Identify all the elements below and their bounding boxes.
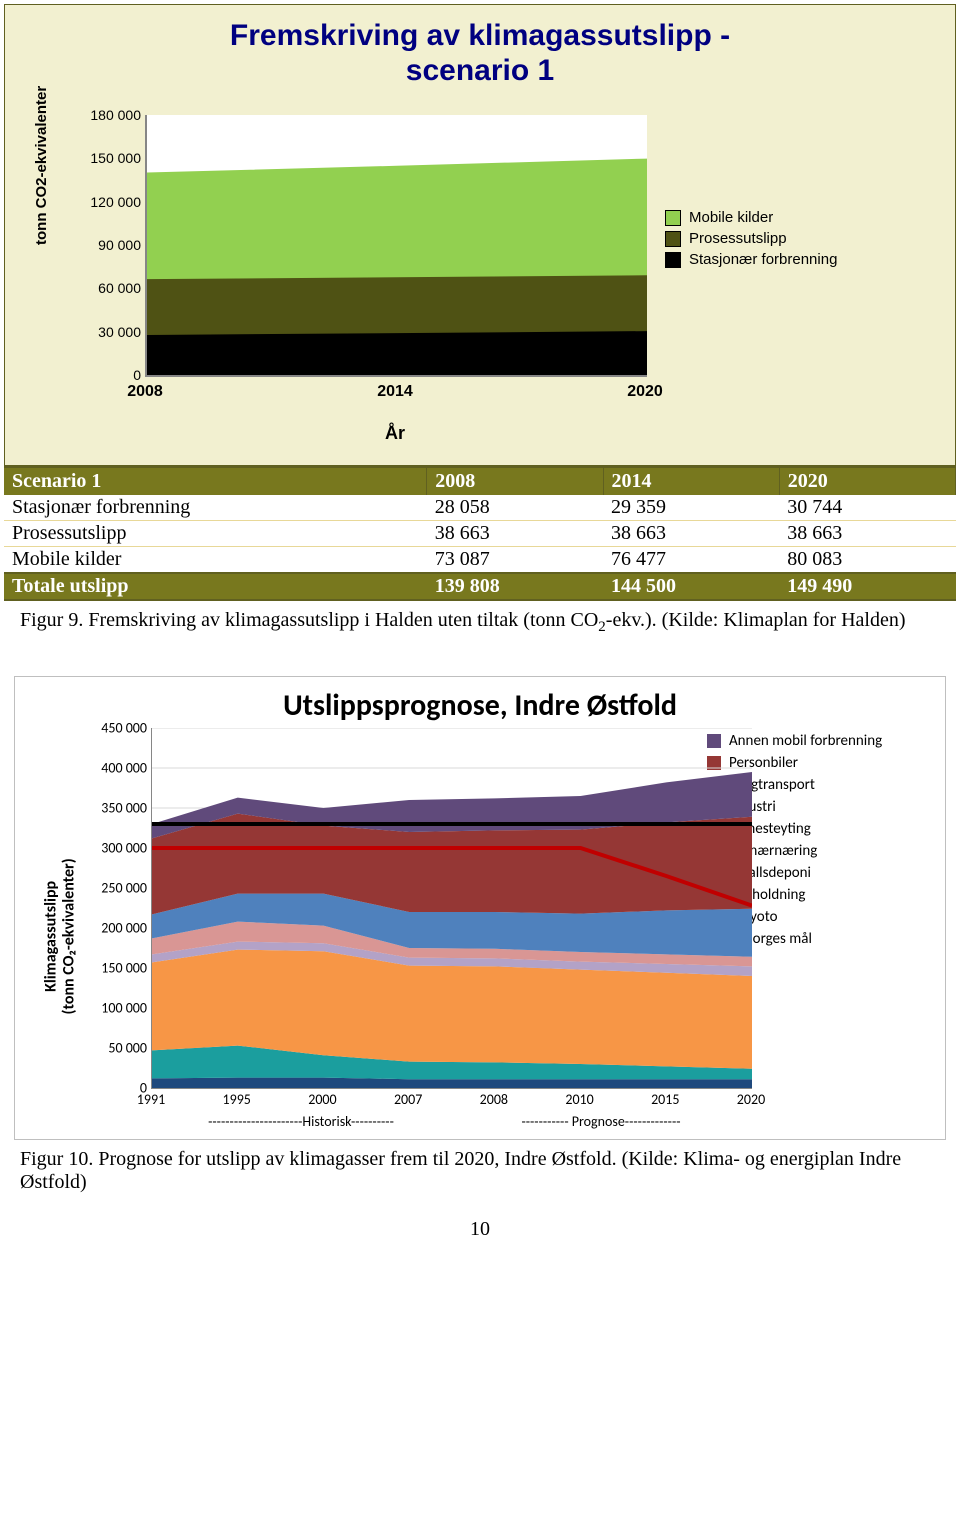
table-cell: 149 490 [779,573,955,600]
chart1-ytick: 0 [75,367,141,383]
table-cell: 38 663 [603,521,779,547]
chart2-xtick: 2008 [480,1091,508,1108]
table-cell: 76 477 [603,547,779,574]
table-header: 2008 [427,467,603,495]
chart1-xtick: 2008 [127,383,163,401]
table-cell: Mobile kilder [4,547,427,574]
chart1-ylabel: tonn CO2-ekvivalenter [33,86,50,245]
chart2-plot [151,728,752,1089]
chart2-ytick: 400 000 [81,760,147,777]
chart1-xlabel: År [145,423,645,444]
table-cell: 29 359 [603,495,779,521]
caption1-sub: 2 [598,619,606,635]
chart2-ytick: 250 000 [81,880,147,897]
chart1-ytick: 30 000 [75,324,141,340]
chart2-xtick: 1991 [137,1091,165,1108]
chart2-ytick: 300 000 [81,840,147,857]
chart1-ytick: 120 000 [75,194,141,210]
chart2-container: Utslippsprognose, Indre Østfold Klimagas… [14,676,946,1140]
chart1-xtick: 2014 [377,383,413,401]
caption1-suffix: -ekv.). (Kilde: Klimaplan for Halden) [606,609,906,631]
chart2-ylabel-line1: Klimagassutslipp [42,881,61,992]
table-row: Stasjonær forbrenning28 05829 35930 744 [4,495,956,521]
chart2-ytick: 150 000 [81,960,147,977]
chart2-ytick: 200 000 [81,920,147,937]
chart1-ytick: 180 000 [75,107,141,123]
legend-swatch [665,210,681,226]
table-cell: 73 087 [427,547,603,574]
legend-swatch [665,252,681,268]
chart2-ylabel-wrap: Klimagassutslipp (tonn CO₂-ekvivalenter) [21,728,81,1133]
chart1-legend-item: Stasjonær forbrenning [665,251,837,268]
figure10-caption: Figur 10. Prognose for utslipp av klimag… [20,1148,940,1194]
table-cell: 80 083 [779,547,955,574]
chart1-legend-item: Prosessutslipp [665,230,837,247]
chart2-plotwrap: 050 000100 000150 000200 000250 000300 0… [81,728,701,1133]
chart1-legend: Mobile kilder Prosessutslipp Stasjonær for… [665,205,837,272]
table-cell: 38 663 [779,521,955,547]
chart2-ytick: 350 000 [81,800,147,817]
table-cell: 28 058 [427,495,603,521]
chart2-ytick: 450 000 [81,720,147,737]
chart2-xtick: 2000 [308,1091,336,1108]
table-cell: Totale utslipp [4,573,427,600]
chart2-xtick: 2007 [394,1091,422,1108]
legend-label: Prosessutslipp [689,230,787,247]
chart2-ytick: 50 000 [81,1040,147,1057]
chart2-ytick: 100 000 [81,1000,147,1017]
table-total-row: Totale utslipp139 808144 500149 490 [4,573,956,600]
chart1-ytick: 150 000 [75,150,141,166]
table-row: Mobile kilder73 08776 47780 083 [4,547,956,574]
chart1-title: Fremskriving av klimagassutslipp - scena… [5,5,955,88]
table-row: Prosessutslipp38 66338 66338 663 [4,521,956,547]
chart2-xtick: 1995 [223,1091,251,1108]
table-header: 2020 [779,467,955,495]
table-header: Scenario 1 [4,467,427,495]
table-header: 2014 [603,467,779,495]
page-number: 10 [0,1218,960,1241]
chart1-ytick: 90 000 [75,237,141,253]
chart2-ylabel-line2: (tonn CO₂-ekvivalenter) [60,858,79,1014]
chart1-legend-item: Mobile kilder [665,209,837,226]
chart2-xtick: 2015 [651,1091,679,1108]
chart2-title: Utslippsprognose, Indre Østfold [21,683,939,728]
chart1-title-line1: Fremskriving av klimagassutslipp - [230,19,730,52]
chart1-xtick: 2020 [627,383,663,401]
chart2-xticks: 19911995200020072008201020152020 [151,1089,751,1113]
legend-label: Norges mål [743,930,812,948]
table-cell: Prosessutslipp [4,521,427,547]
table-cell: 30 744 [779,495,955,521]
scenario-table: Scenario 1200820142020Stasjonær forbrenn… [4,466,956,601]
chart2-yticks: 050 000100 000150 000200 000250 000300 0… [81,728,147,1088]
legend-swatch [665,231,681,247]
legend-label: Mobile kilder [689,209,773,226]
legend-label: Stasjonær forbrenning [689,251,837,268]
chart1-xticks: 200820142020 [145,383,645,403]
chart2-period-labels: ----------------------Historisk---------… [151,1113,751,1133]
chart1-yticks: 030 00060 00090 000120 000150 000180 000 [75,115,141,375]
figure9-caption: Figur 9. Fremskriving av klimagassutslip… [20,609,940,636]
caption1-prefix: Figur 9. Fremskriving av klimagassutslip… [20,609,598,631]
chart1-container: Fremskriving av klimagassutslipp - scena… [4,4,956,466]
table-cell: 139 808 [427,573,603,600]
chart2-xtick: 2010 [565,1091,593,1108]
chart2-period-historic: ----------------------Historisk---------… [151,1113,451,1130]
chart1-ytick: 60 000 [75,280,141,296]
chart1-plot [145,115,647,377]
chart2-xtick: 2020 [737,1091,765,1108]
chart2-period-prognose: ----------- Prognose------------- [451,1113,751,1130]
table-cell: Stasjonær forbrenning [4,495,427,521]
table-cell: 144 500 [603,573,779,600]
table-cell: 38 663 [427,521,603,547]
chart1-title-line2: scenario 1 [406,54,554,87]
